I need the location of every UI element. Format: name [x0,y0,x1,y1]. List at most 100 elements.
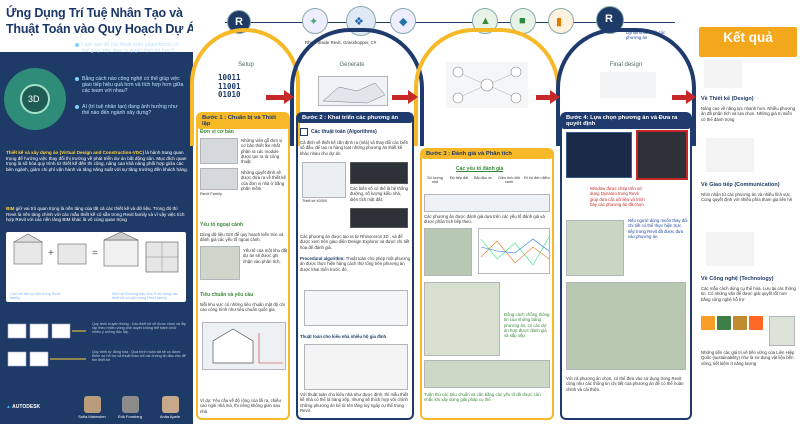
algorithm-text-3: Các phương án được tạo ra từ Rhinoceros … [300,234,410,250]
bullet-icon [75,105,79,109]
multi-family-image [304,344,408,390]
dynamo-text: Window được chép trên sử dụng Dynamo tro… [590,186,645,208]
tools-connector-line [225,22,675,23]
evaluation-hub-diagram [452,66,522,104]
sdg-icon [733,316,747,330]
arrow-bar [392,95,410,100]
left-title-area [0,0,193,52]
section-external-factors: Yếu tố ngoại cảnh [200,222,244,228]
automated-process-text: Quy trình tự động hóa : Quá trình hoàn t… [92,350,186,362]
process-diagram [6,318,88,378]
stage-1-header: Bước 1 : Chuẩn bị và Thiết lập [198,113,288,129]
technology-illustration [706,232,754,266]
avatar [162,396,179,413]
grasshopper-icon: ✦ [302,8,328,34]
final-text: Với cả phương án chọn, có thể đưa vào sử… [566,376,684,392]
metric-label: Đi bộ đến điểm [524,176,550,180]
generate-building-image [318,76,388,106]
bullet-icon [75,77,79,81]
metric-icons-strip [424,194,550,212]
standards-house-diagram [212,328,283,364]
generate-building-illustration [322,82,386,104]
process-house-illustration [7,323,86,367]
design-explorer-image [350,208,408,228]
circle-diagram-core [20,84,50,114]
autodesk-mark-icon: ▲ [6,404,11,410]
balance-text: Tuân thủ các tiêu chuẩn và cân bằng các … [424,392,541,403]
sheets-icon: ■ [510,8,536,34]
metric-label: Bãi đậu xe [474,176,492,180]
chart-icon: ▮ [548,8,574,34]
section-basic-unit: Đơn vị cơ bản [200,129,234,135]
result-communication-head: Về Giao tiếp (Communication) [701,182,780,188]
external-text-1: Dùng dữ liệu GIS để quy hoạch kiến trúc … [200,232,284,243]
avatar [84,396,101,413]
arrow-bar [266,95,286,100]
poster-title-line1: Ứng Dụng Trí Tuệ Nhân Tạo và [6,6,183,20]
arrow-right-icon [284,90,294,104]
unit-text-2: Những quyết định sẽ được đưa ra về thiết… [241,170,286,192]
arrow-right-icon [550,90,560,104]
standards-example-text: Ví dụ: Yêu cầu về độ rộng của lối ra, ch… [200,398,281,414]
person-name: Anita Apele [159,414,181,419]
criteria-text: Các phương án được đánh giá dựa trên các… [424,214,545,225]
question-2: Bằng cách nào công nghệ có thể giúp việc… [75,76,186,95]
overlay-text: Đồng cách chồng thông tin của những bảng… [504,312,550,339]
result-technology-text: Các mẫu cách dùng cụ thể hóa. Lưu lại cá… [701,286,796,302]
site-variants-image [424,282,500,356]
gis-map-image [200,246,240,280]
bim-paragraph: BIM giữ vai trò quan trọng là nền tảng c… [6,206,185,223]
section-algorithms: Các thuật toán (Algorithms) [311,129,377,135]
external-text-2: Yếu tố của một khu đất dự án sẽ được ghi… [243,248,288,264]
building-components-illustration: + = [12,231,179,273]
phase-final-design: Final design [609,62,643,68]
parallel-coordinates-chart [478,228,550,274]
arrow-bar [672,95,688,100]
result-technology-head: Về Công nghệ (Technology) [701,276,774,282]
unit-house-image [200,138,238,164]
phase-generate: Generate [339,62,365,68]
autodesk-logo: ▲ AUTODESK [6,404,41,410]
procedural-diagram-image [304,290,408,326]
poster-title-line2: Thuật Toán vào Quy Hoạch Dự Án [6,22,203,36]
aerial-site-image [424,360,550,388]
section-standards: Tiêu chuẩn và yêu cầu [200,292,254,298]
sdg-icon [749,316,763,330]
svg-text:+: + [48,248,54,259]
algorithm-icon [300,128,308,136]
standards-text: Mỗi khu vực có những tiêu chuẩn mật độ c… [200,302,285,313]
standards-diagram-image [202,322,286,370]
design-grid-caption: Thiết kế 40000 [302,199,328,203]
procedural-text: Procedural algorithm: Thuật toán cho phé… [300,256,411,272]
stage-3-header: Bước 3 : Đánh giá và Phân tích [422,149,552,159]
result-header-box [699,27,797,57]
result-design-head: Về Thiết kế (Design) [701,96,754,102]
stage-4-header: Bước 4: Lựa chọn phương án và Đưa ra quy… [562,113,690,129]
modify-text: Nếu người dùng muốn thay đổi chi tiết có… [628,218,688,240]
building-components-image: + = [6,231,186,302]
dynamo-screen-image [566,132,632,178]
caption-house-example: Một bài thường hay nhà ở sử dụng các thi… [112,292,178,300]
metric-label: Diện tích đất xanh [498,176,520,184]
multi-family-text: Với thuật toán cho kiểu nhà như được địn… [300,392,409,414]
arrow-bar [536,95,552,100]
design-variant-image [350,162,408,184]
algorithm-text-1: Cả định về thiết kế cần định ra (mlà) và… [300,140,409,156]
stage-2-header: Bước 2 : Khai triển các phương án [298,113,412,123]
evaluation-hub-image [446,62,528,108]
site-result-image [566,220,624,276]
metric-label: Số lượng nhà [427,176,443,184]
section-criteria: Các yếu tố đánh giá [456,166,504,172]
avatar [122,396,139,413]
design-explorer-icon: ◆ [390,8,416,34]
traditional-process-text: Quy trình truyền thống : Các thiết kế sẽ… [92,322,186,334]
sdg-icon [717,316,731,330]
communication-illustration [706,138,754,172]
question-3: AI (trí tuệ nhân tạo) đang ảnh hưởng như… [75,104,186,116]
selected-option-image [636,130,688,180]
sdg-icon [701,316,715,330]
person-name: Sofia Malmsten [78,414,106,419]
revit-family-image [200,168,238,190]
arrow-right-icon [686,90,696,104]
